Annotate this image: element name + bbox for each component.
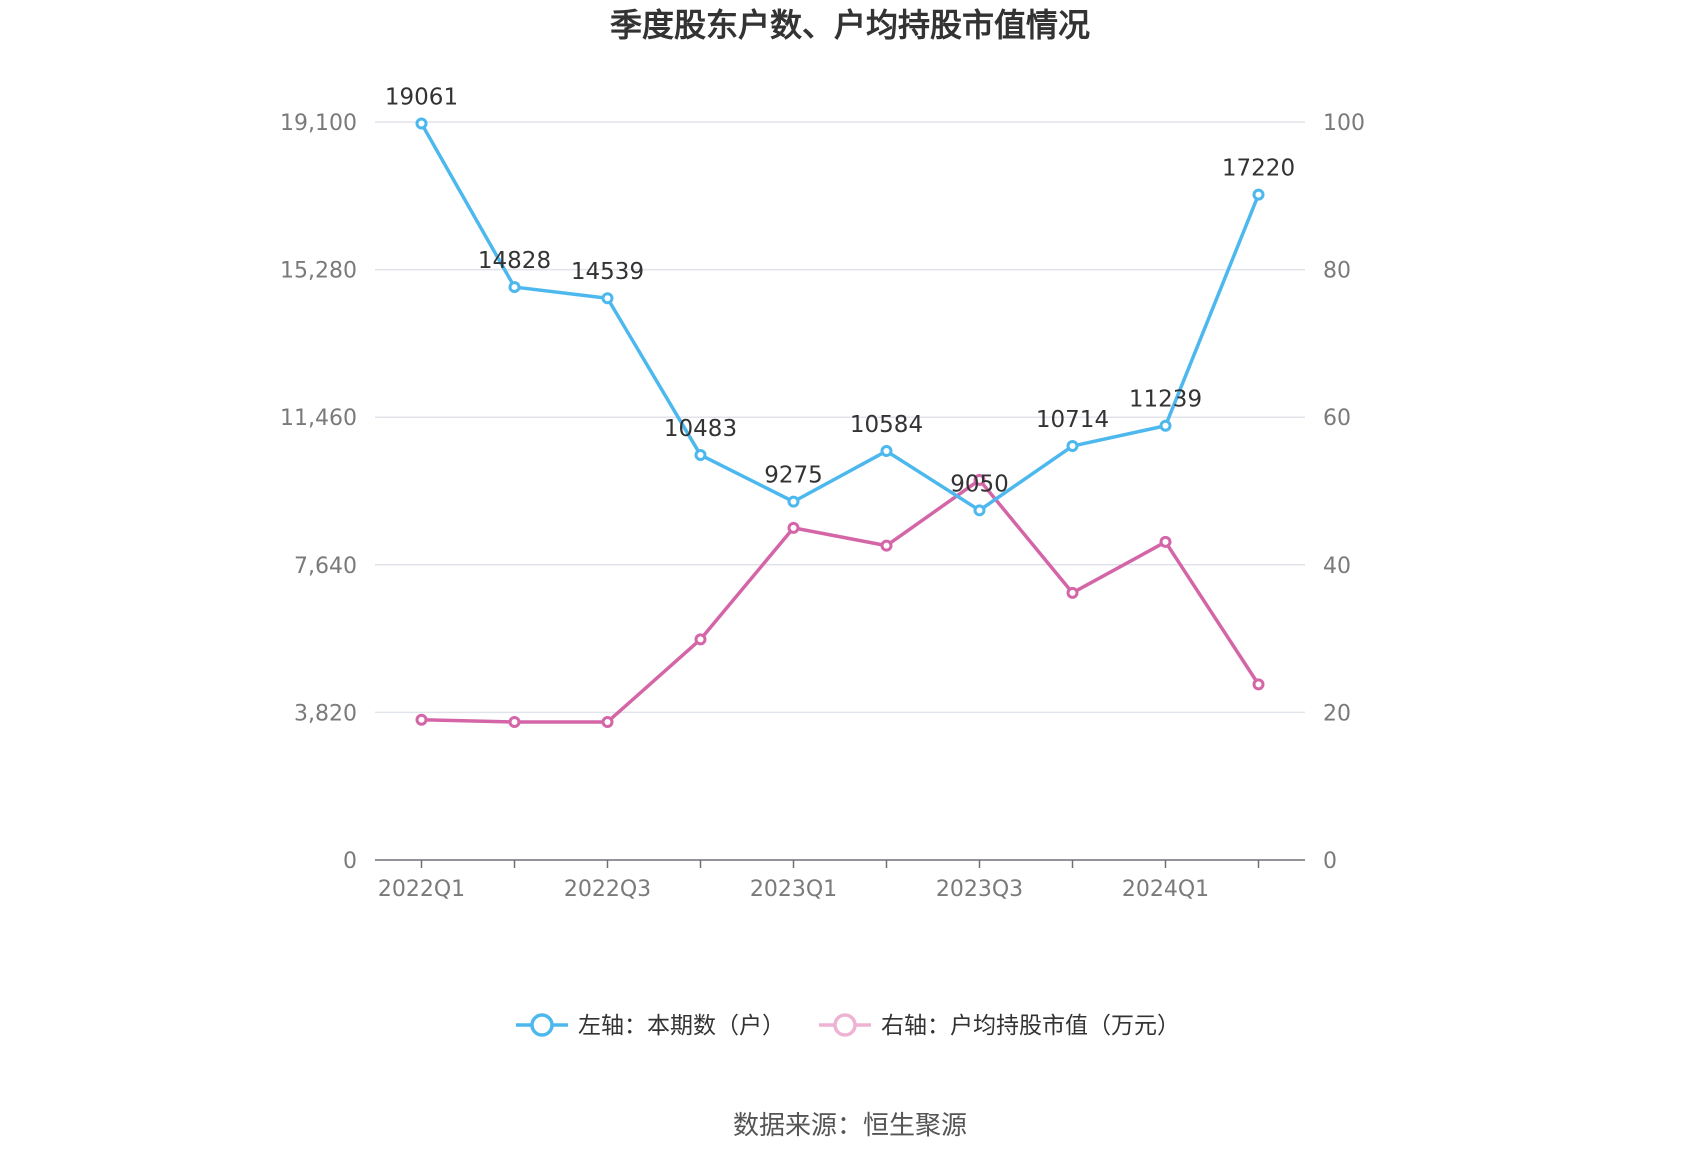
data-point-right[interactable] — [1159, 535, 1172, 548]
right-tick-label: 60 — [1323, 406, 1351, 431]
data-point-left[interactable] — [1066, 440, 1079, 453]
source-note: 数据来源：恒生聚源 — [733, 1111, 967, 1141]
data-point-right[interactable] — [1066, 586, 1079, 599]
legend-item[interactable]: 左轴：本期数（户） — [516, 1013, 785, 1039]
legend-label: 左轴：本期数（户） — [578, 1013, 785, 1039]
data-label: 10584 — [850, 412, 923, 438]
series-line-left — [419, 122, 1261, 513]
right-tick-label: 20 — [1323, 701, 1351, 726]
right-tick-label: 0 — [1323, 849, 1337, 874]
data-label: 19061 — [385, 85, 458, 111]
data-point-right[interactable] — [787, 521, 800, 534]
data-point-right[interactable] — [973, 473, 986, 486]
x-tick-label: 2023Q1 — [750, 877, 837, 902]
data-point-left[interactable] — [880, 445, 893, 458]
data-point-left[interactable] — [601, 292, 614, 305]
data-point-left[interactable] — [787, 495, 800, 508]
data-point-left[interactable] — [508, 281, 521, 294]
data-point-right[interactable] — [694, 633, 707, 646]
legend-marker-icon — [530, 1013, 554, 1037]
data-label: 14828 — [478, 248, 551, 274]
data-point-right[interactable] — [1252, 678, 1265, 691]
chart-title: 季度股东户数、户均持股市值情况 — [610, 6, 1090, 44]
series-line-right — [421, 478, 1260, 724]
data-label: 9050 — [950, 471, 1009, 497]
x-tick-label: 2022Q1 — [378, 877, 465, 902]
left-axis: 0 3,820 7,640 11,460 15,280 19,100 — [280, 111, 357, 874]
x-tick-label: 2022Q3 — [564, 877, 651, 902]
left-tick-label: 19,100 — [280, 111, 357, 136]
data-point-right[interactable] — [415, 713, 428, 726]
right-axis: 0 20 40 60 80 100 — [1323, 111, 1365, 874]
data-point-left[interactable] — [415, 117, 428, 130]
data-labels: 19061 14828 14539 10483 9275 10584 9050 10714 11… — [385, 85, 1295, 498]
data-point-right[interactable] — [601, 715, 614, 728]
left-tick-label: 3,820 — [294, 701, 357, 726]
data-point-left[interactable] — [694, 448, 707, 461]
data-point-left[interactable] — [1252, 188, 1265, 201]
left-tick-label: 7,640 — [294, 554, 357, 579]
legend-marker-icon — [833, 1013, 857, 1037]
data-point-left[interactable] — [1159, 419, 1172, 432]
data-label: 11239 — [1129, 387, 1202, 413]
right-tick-label: 40 — [1323, 554, 1351, 579]
data-label: 14539 — [571, 259, 644, 285]
data-point-right[interactable] — [880, 539, 893, 552]
x-axis: 2022Q1 2022Q3 2023Q1 2023Q3 2024Q1 — [375, 859, 1305, 902]
right-tick-label: 100 — [1323, 111, 1365, 136]
legend-label: 右轴：户均持股市值（万元） — [881, 1013, 1180, 1039]
legend: 左轴：本期数（户） 右轴：户均持股市值（万元） — [516, 1013, 1180, 1039]
data-point-left[interactable] — [973, 504, 986, 517]
data-label: 17220 — [1222, 156, 1295, 182]
right-tick-label: 80 — [1323, 259, 1351, 284]
data-point-right[interactable] — [508, 715, 521, 728]
x-tick-label: 2024Q1 — [1122, 877, 1209, 902]
series-layer — [415, 117, 1265, 728]
left-tick-label: 11,460 — [280, 406, 357, 431]
x-tick-label: 2023Q3 — [936, 877, 1023, 902]
data-label: 10483 — [664, 416, 737, 442]
grid-lines — [375, 121, 1305, 714]
data-label: 10714 — [1036, 407, 1109, 433]
data-label: 9275 — [764, 463, 823, 489]
left-tick-label: 0 — [343, 849, 357, 874]
left-tick-label: 15,280 — [280, 259, 357, 284]
legend-item[interactable]: 右轴：户均持股市值（万元） — [819, 1013, 1180, 1039]
